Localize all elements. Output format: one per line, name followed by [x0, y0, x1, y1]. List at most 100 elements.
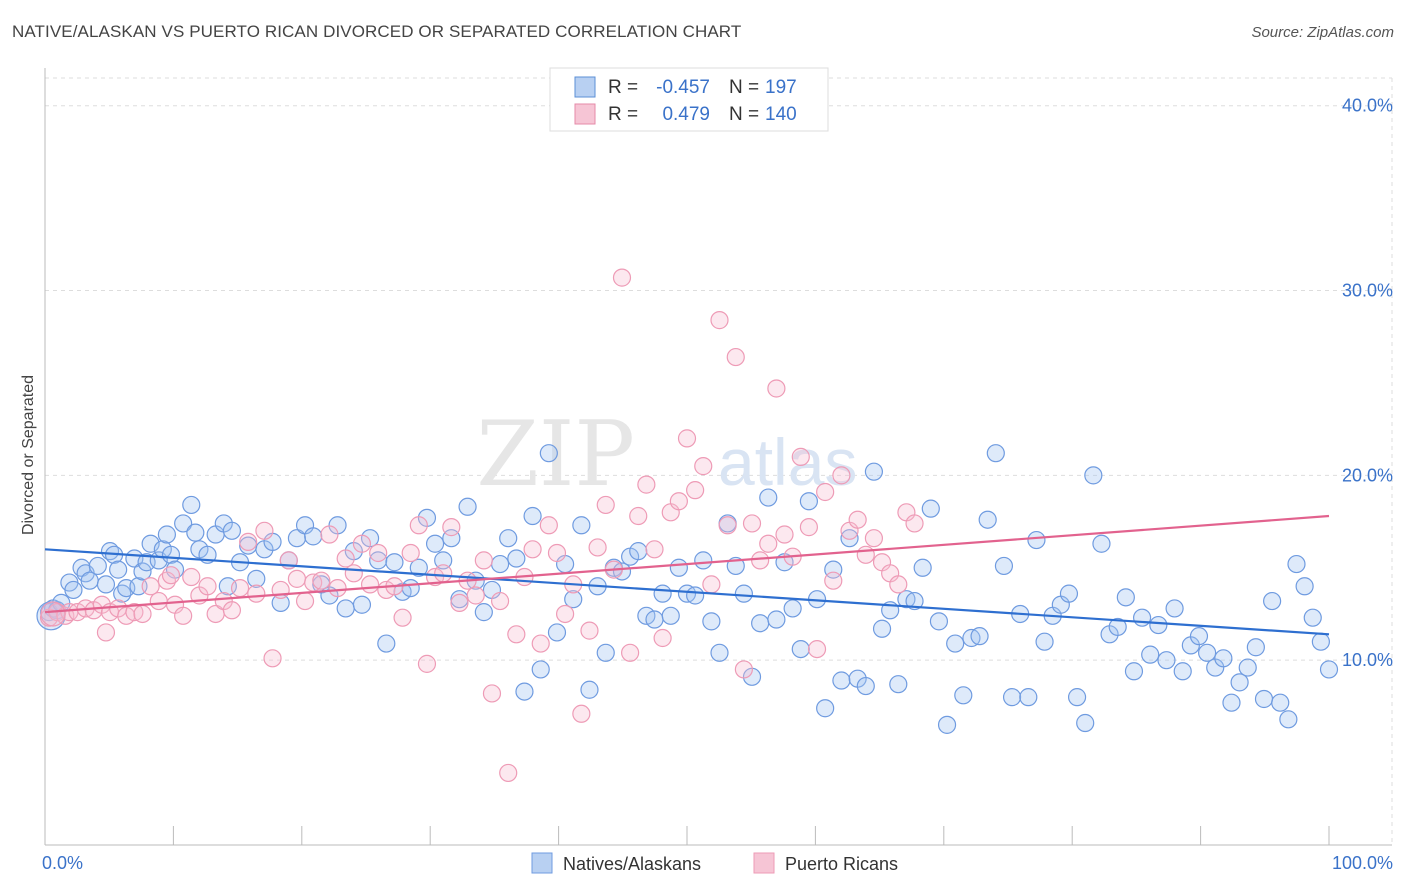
- point-natives-76: [564, 590, 583, 609]
- point-puerto-ricans-103: [856, 545, 875, 564]
- point-natives-48: [336, 599, 355, 618]
- point-natives-150: [1165, 599, 1184, 618]
- point-puerto-ricans-66: [556, 604, 575, 624]
- point-natives-110: [840, 529, 859, 548]
- point-natives-109: [832, 671, 851, 690]
- point-natives-86: [645, 610, 664, 629]
- point-puerto-ricans-41: [352, 534, 372, 553]
- point-natives-67: [490, 554, 510, 574]
- point-natives-119: [913, 558, 932, 577]
- bottom-legend-swatch-blue: [531, 852, 553, 874]
- point-natives-138: [1067, 688, 1087, 707]
- point-natives-145: [1124, 662, 1144, 681]
- watermark-zip: ZIP: [476, 402, 635, 507]
- point-natives-73: [539, 444, 558, 463]
- point-natives-9: [88, 556, 107, 576]
- point-puerto-ricans-42: [360, 575, 380, 594]
- point-puerto-ricans-38: [328, 579, 347, 598]
- legend-r-label-2: R =: [608, 104, 638, 125]
- point-natives-71: [523, 506, 542, 526]
- point-puerto-ricans-28: [247, 584, 266, 603]
- point-puerto-ricans-83: [694, 457, 713, 476]
- point-natives-148: [1149, 615, 1168, 635]
- point-natives-94: [710, 643, 729, 662]
- point-puerto-ricans-90: [751, 551, 770, 570]
- point-natives-57: [409, 558, 428, 577]
- point-natives-97: [734, 584, 753, 603]
- point-natives-169: [1319, 660, 1339, 679]
- trend-lines: [44, 514, 1330, 636]
- point-puerto-ricans-39: [336, 549, 355, 568]
- y-tick-label-1: 20.0%: [1342, 465, 1393, 485]
- series-legend: Natives/Alaskans Puerto Ricans: [531, 852, 898, 874]
- point-natives-24: [161, 545, 181, 564]
- point-natives-54: [385, 553, 404, 572]
- point-natives-100: [759, 488, 778, 507]
- point-puerto-ricans-36: [312, 571, 331, 590]
- point-puerto-ricans-62: [523, 540, 542, 559]
- bottom-legend-swatch-pink: [753, 852, 775, 874]
- point-puerto-ricans-13: [133, 604, 152, 624]
- point-natives-27: [182, 495, 201, 515]
- point-puerto-ricans-71: [596, 495, 615, 515]
- point-puerto-ricans-58: [490, 591, 510, 611]
- point-natives-112: [856, 676, 875, 696]
- point-natives-164: [1279, 710, 1298, 729]
- point-puerto-ricans-22: [198, 577, 217, 596]
- legend-r-label-1: R =: [608, 77, 638, 98]
- point-natives-165: [1287, 554, 1306, 574]
- point-natives-167: [1303, 608, 1322, 627]
- point-puerto-ricans-88: [734, 660, 753, 679]
- y-axis-title: Divorced or Separated: [20, 375, 37, 535]
- point-natives-18: [133, 562, 152, 581]
- point-puerto-ricans-69: [580, 621, 599, 640]
- point-natives-124: [954, 686, 973, 705]
- point-puerto-ricans-97: [807, 639, 827, 659]
- point-natives-78: [580, 680, 599, 699]
- point-natives-34: [222, 521, 242, 540]
- point-puerto-ricans-43: [369, 543, 388, 563]
- point-natives-122: [937, 715, 957, 734]
- point-natives-80: [596, 643, 615, 662]
- point-puerto-ricans-27: [239, 532, 258, 551]
- point-puerto-ricans-84: [702, 575, 721, 594]
- point-natives-107: [816, 699, 835, 718]
- point-natives-123: [946, 634, 965, 653]
- point-natives-105: [799, 492, 818, 511]
- point-natives-168: [1311, 632, 1330, 651]
- point-natives-13: [109, 560, 128, 579]
- point-puerto-ricans-77: [645, 540, 664, 559]
- point-puerto-ricans-85: [710, 311, 729, 330]
- point-natives-157: [1222, 693, 1241, 712]
- point-natives-129: [994, 556, 1014, 576]
- point-natives-156: [1214, 649, 1233, 668]
- point-puerto-ricans-104: [864, 529, 884, 548]
- point-puerto-ricans-74: [621, 643, 640, 662]
- point-puerto-ricans-78: [653, 628, 672, 648]
- point-natives-44: [304, 527, 323, 546]
- point-natives-163: [1271, 693, 1290, 712]
- point-natives-74: [547, 623, 567, 642]
- point-puerto-ricans-73: [612, 268, 632, 287]
- point-natives-114: [872, 619, 892, 638]
- point-puerto-ricans-59: [499, 763, 518, 783]
- point-natives-140: [1084, 466, 1103, 485]
- point-natives-147: [1141, 645, 1160, 664]
- point-puerto-ricans-98: [816, 482, 835, 502]
- point-natives-126: [970, 627, 989, 646]
- legend-r-value-1: -0.457: [656, 77, 710, 98]
- legend-swatch-pink: [574, 103, 596, 125]
- point-natives-37: [247, 569, 266, 588]
- point-puerto-ricans-81: [677, 429, 697, 448]
- point-puerto-ricans-47: [401, 543, 420, 563]
- point-natives-134: [1035, 632, 1054, 651]
- point-puerto-ricans-37: [320, 525, 339, 544]
- point-puerto-ricans-14: [141, 577, 160, 596]
- point-puerto-ricans-99: [824, 571, 843, 590]
- point-puerto-ricans-34: [295, 591, 315, 611]
- point-natives-68: [499, 529, 518, 548]
- point-natives-139: [1076, 713, 1095, 733]
- point-puerto-ricans-cluster: [40, 601, 66, 627]
- point-puerto-ricans-68: [572, 704, 591, 723]
